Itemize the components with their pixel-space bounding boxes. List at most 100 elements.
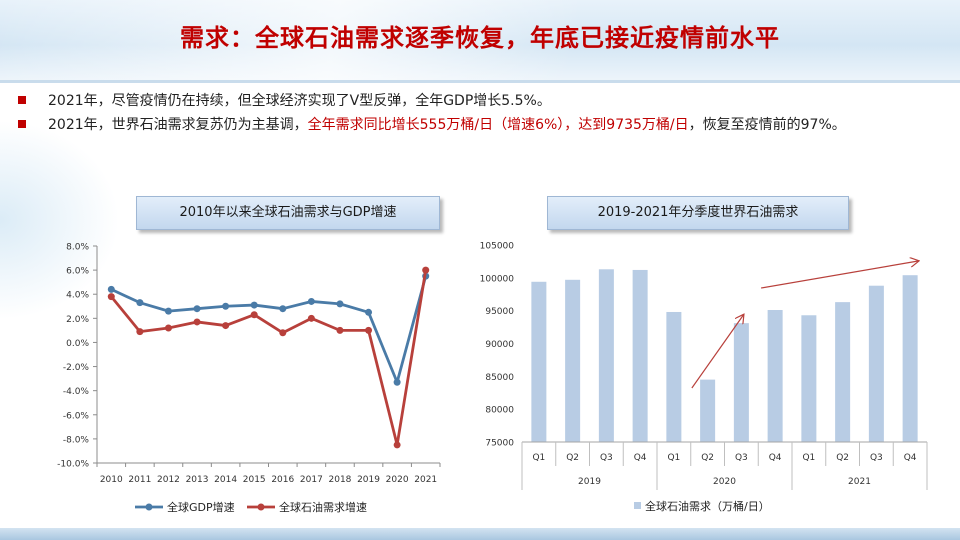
trend-arrow-recovery	[761, 261, 918, 289]
y-tick-label: 85000	[485, 373, 514, 383]
bar	[801, 315, 817, 442]
x-tick-label: 2015	[243, 475, 266, 485]
x-tick-label: 2019	[357, 475, 380, 485]
quarter-label: Q3	[600, 453, 613, 463]
data-point	[279, 305, 287, 313]
bar	[565, 279, 581, 442]
bullet-item: 2021年，尽管疫情仍在持续，但全球经济实现了V型反弹，全年GDP增长5.5%。	[18, 90, 948, 112]
footer-band	[0, 528, 960, 540]
quarter-label: Q2	[566, 453, 579, 463]
data-point	[393, 378, 401, 386]
data-point	[336, 326, 344, 334]
legend-label: 全球石油需求（万桶/日）	[645, 499, 770, 513]
data-point	[250, 301, 258, 309]
bar	[700, 379, 716, 442]
data-point	[365, 326, 373, 334]
title-bar-highlight	[0, 0, 960, 82]
data-point	[307, 297, 315, 305]
y-tick-label: 105000	[480, 242, 515, 252]
y-tick-label: -8.0%	[63, 435, 90, 445]
bar	[632, 269, 648, 442]
legend-marker	[257, 503, 265, 511]
y-tick-label: 2.0%	[66, 315, 89, 325]
y-tick-label: 75000	[485, 439, 514, 449]
data-point	[422, 266, 430, 274]
quarter-label: Q2	[836, 453, 849, 463]
trend-arrow-rebound	[691, 315, 744, 389]
legend-swatch	[634, 502, 641, 509]
chart-caption-growth: 2010年以来全球石油需求与GDP增速	[136, 196, 440, 230]
x-tick-label: 2020	[386, 475, 409, 485]
x-tick-label: 2010	[100, 475, 123, 485]
x-tick-label: 2014	[214, 475, 237, 485]
year-label: 2021	[848, 477, 871, 487]
x-tick-label: 2017	[300, 475, 323, 485]
y-tick-label: -10.0%	[57, 460, 89, 470]
year-label: 2019	[578, 477, 601, 487]
bar	[902, 275, 918, 442]
data-point	[193, 305, 201, 313]
data-point	[393, 441, 401, 449]
legend-label: 全球GDP增速	[167, 500, 235, 514]
bar	[835, 302, 851, 442]
quarter-label: Q3	[870, 453, 883, 463]
data-point	[250, 311, 258, 319]
y-tick-label: 6.0%	[66, 267, 89, 277]
data-point	[365, 308, 373, 316]
bar	[598, 269, 614, 442]
series-line	[110, 269, 428, 447]
x-tick-label: 2021	[414, 475, 437, 485]
legend-label: 全球石油需求增速	[279, 500, 367, 514]
y-tick-label: 0.0%	[66, 339, 89, 349]
slide-title: 需求：全球石油需求逐季恢复，年底已接近疫情前水平	[180, 24, 780, 52]
bullet-square-icon	[18, 96, 26, 104]
data-point	[164, 324, 172, 332]
data-point	[107, 285, 115, 293]
bar	[868, 285, 884, 442]
bullet-text: 2021年，尽管疫情仍在持续，但全球经济实现了V型反弹，全年GDP增长5.5%。	[48, 93, 551, 109]
quarter-label: Q4	[769, 453, 782, 463]
x-tick-label: 2016	[271, 475, 294, 485]
bullet-list: 2021年，尽管疫情仍在持续，但全球经济实现了V型反弹，全年GDP增长5.5%。…	[18, 90, 948, 138]
bar	[767, 310, 783, 442]
data-point	[279, 329, 287, 337]
legend-marker	[145, 503, 153, 511]
x-tick-label: 2013	[186, 475, 209, 485]
quarter-label: Q4	[634, 453, 647, 463]
quarter-label: Q4	[904, 453, 917, 463]
data-point	[136, 299, 144, 307]
data-point	[136, 328, 144, 336]
year-label: 2020	[713, 477, 736, 487]
quarter-label: Q3	[735, 453, 748, 463]
bullet-text-tail: ，恢复至疫情前的97%。	[688, 117, 846, 133]
x-tick-label: 2012	[157, 475, 180, 485]
chart-caption-quarterly: 2019-2021年分季度世界石油需求	[547, 196, 849, 230]
data-point	[107, 293, 115, 301]
background-decoration	[0, 120, 120, 320]
y-tick-label: 95000	[485, 307, 514, 317]
line-chart: 8.0% 6.0% 4.0% 2.0% 0.0% -2.0% -4.0% -6.0% -8.0%…	[57, 243, 441, 514]
bullet-square-icon	[18, 120, 26, 128]
bar	[666, 311, 682, 442]
y-tick-label: 90000	[485, 340, 514, 350]
bar	[733, 323, 749, 442]
series-line	[110, 275, 428, 384]
y-tick-label: 4.0%	[66, 291, 89, 301]
y-tick-label: -2.0%	[63, 363, 90, 373]
y-tick-label: 8.0%	[66, 243, 89, 253]
data-point	[222, 302, 230, 310]
quarter-label: Q2	[701, 453, 714, 463]
y-tick-label: -6.0%	[63, 411, 90, 421]
data-point	[222, 322, 230, 330]
bar	[531, 281, 547, 442]
y-tick-label: 80000	[485, 406, 514, 416]
x-tick-label: 2018	[329, 475, 352, 485]
bullet-item: 2021年，世界石油需求复苏仍为主基调，全年需求同比增长555万桶/日（增速6%…	[18, 114, 948, 136]
quarter-label: Q1	[532, 453, 545, 463]
title-divider	[0, 80, 960, 83]
bullet-text-lead: 2021年，世界石油需求复苏仍为主基调，	[48, 117, 308, 133]
bullet-highlight: 全年需求同比增长555万桶/日（增速6%），达到9735万桶/日	[307, 117, 689, 133]
data-point	[193, 318, 201, 326]
y-tick-label: -4.0%	[63, 387, 90, 397]
data-point	[336, 300, 344, 308]
